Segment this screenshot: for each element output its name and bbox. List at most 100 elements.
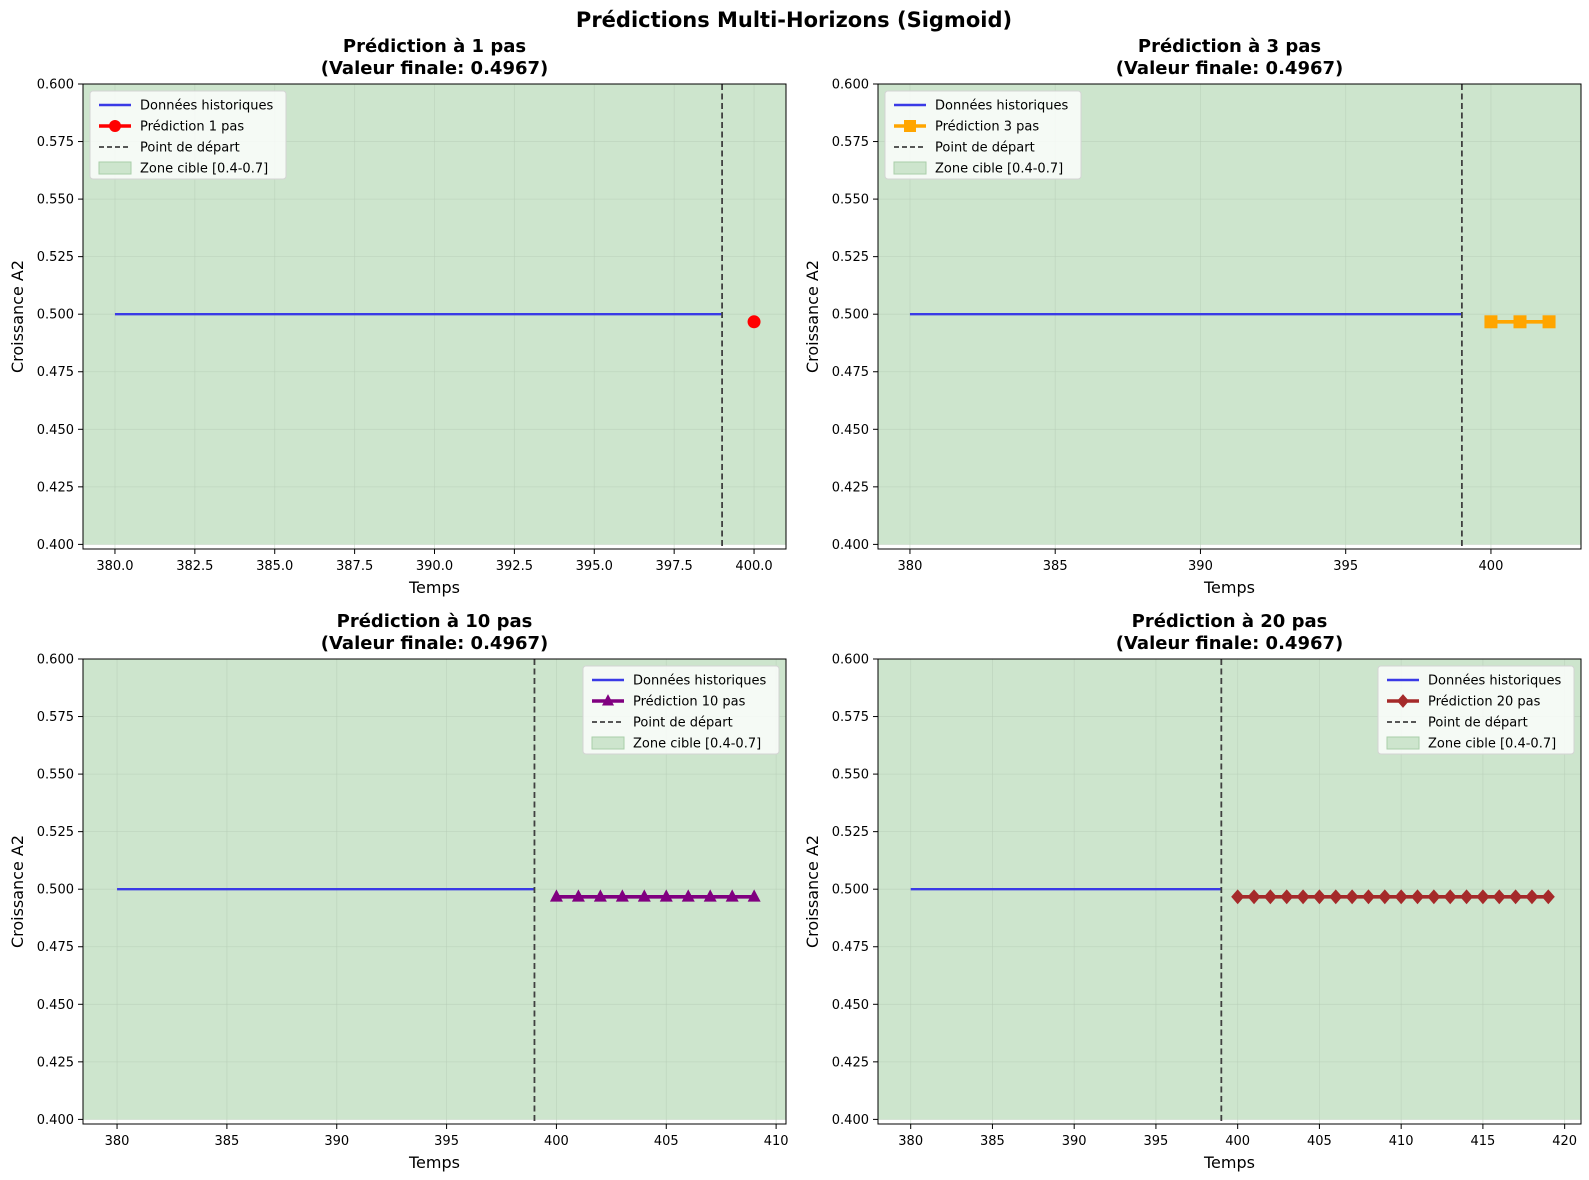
legend-label: Données historiques [140, 99, 273, 114]
prediction-markers [1484, 315, 1556, 329]
x-tick-label: 385 [1043, 559, 1068, 574]
prediction-markers [1231, 889, 1555, 905]
prediction-point [1492, 889, 1506, 905]
x-tick-label: 392.5 [496, 559, 533, 574]
chart-title: Prédiction à 10 pas [337, 611, 533, 632]
prediction-point [1411, 889, 1425, 905]
prediction-point [637, 889, 651, 902]
prediction-point [1247, 889, 1261, 905]
y-tick-label: 0.600 [832, 653, 869, 668]
y-tick-label: 0.450 [37, 423, 74, 438]
prediction-point [1541, 889, 1555, 905]
legend-zone-handle [98, 161, 132, 175]
y-tick-label: 0.600 [832, 78, 869, 93]
x-tick-label: 410 [1389, 1134, 1414, 1149]
y-tick-label: 0.575 [37, 710, 74, 725]
x-tick-label: 387.5 [336, 559, 373, 574]
x-tick-label: 395 [434, 1134, 459, 1149]
legend-label: Point de départ [935, 141, 1035, 156]
x-tick-label: 380 [898, 1134, 923, 1149]
y-tick-label: 0.525 [37, 250, 74, 265]
legend-label: Zone cible [0.4-0.7] [1428, 737, 1556, 752]
prediction-point [747, 889, 761, 902]
legend-label: Données historiques [935, 99, 1068, 114]
legend: Données historiques Prédiction 20 pas Poin… [1377, 665, 1575, 755]
x-tick-label: 395.0 [576, 559, 613, 574]
chart-title: Prédiction à 3 pas [1138, 36, 1321, 57]
prediction-point [1312, 889, 1326, 905]
prediction-point [1329, 889, 1343, 905]
y-axis-label: Croissance A2 [8, 835, 27, 948]
x-axis-label: Temps [1203, 1153, 1255, 1172]
x-axis-label: Temps [1203, 578, 1255, 597]
y-tick-label: 0.400 [832, 1113, 869, 1128]
chart-title: Prédiction à 1 pas [343, 36, 526, 57]
x-tick-label: 405 [654, 1134, 679, 1149]
x-tick-label: 410 [764, 1134, 789, 1149]
prediction-point [571, 889, 585, 902]
y-tick-label: 0.425 [37, 1055, 74, 1070]
prediction-point [725, 889, 739, 902]
legend-zone-handle [893, 161, 927, 175]
legend-prediction-marker [109, 120, 121, 132]
prediction-point [703, 889, 717, 902]
y-tick-label: 0.500 [37, 883, 74, 898]
chart-panel-2: 380 385 390 395 400 0.400 0.425 0.450 0.475 0.500… [803, 36, 1582, 597]
x-tick-label: 405 [1307, 1134, 1332, 1149]
legend: Données historiques Prédiction 3 pas Point… [884, 90, 1082, 180]
legend-zone-handle [591, 736, 625, 750]
legend-label: Données historiques [633, 674, 766, 689]
chart-panel-3: 380 385 390 395 400 405 410 0.400 0.425 0.450 0.47… [8, 611, 789, 1172]
y-tick-label: 0.475 [37, 940, 74, 955]
y-tick-label: 0.475 [832, 940, 869, 955]
chart-title: Prédiction à 20 pas [1132, 611, 1328, 632]
x-tick-label: 390 [1188, 559, 1213, 574]
chart-subtitle: (Valeur finale: 0.4967) [321, 58, 549, 79]
x-tick-label: 390 [324, 1134, 349, 1149]
chart-subtitle: (Valeur finale: 0.4967) [1116, 58, 1344, 79]
legend-box [884, 90, 1082, 180]
y-axis-label: Croissance A2 [803, 835, 822, 948]
x-tick-label: 395 [1144, 1134, 1169, 1149]
y-tick-label: 0.550 [37, 193, 74, 208]
legend-label: Prédiction 1 pas [140, 120, 244, 135]
legend-box [582, 665, 780, 755]
legend-label: Prédiction 3 pas [935, 120, 1039, 135]
chart-subtitle: (Valeur finale: 0.4967) [1116, 633, 1344, 654]
y-tick-label: 0.475 [37, 365, 74, 380]
legend: Données historiques Prédiction 10 pas Poin… [582, 665, 780, 755]
prediction-markers [549, 889, 761, 902]
prediction-point [615, 889, 629, 902]
prediction-point [1231, 889, 1245, 905]
legend-prediction-marker [904, 120, 916, 132]
y-tick-label: 0.425 [832, 1055, 869, 1070]
legend-prediction-marker [1397, 694, 1409, 708]
y-tick-label: 0.550 [37, 768, 74, 783]
axes-frame [82, 658, 787, 1125]
x-tick-label: 380.0 [96, 559, 133, 574]
prediction-point [1513, 315, 1527, 329]
y-tick-label: 0.575 [37, 135, 74, 150]
legend-label: Point de départ [633, 716, 733, 731]
legend-zone-handle [1386, 736, 1420, 750]
y-tick-label: 0.450 [37, 998, 74, 1013]
legend-label: Prédiction 20 pas [1428, 695, 1541, 710]
y-tick-label: 0.525 [832, 825, 869, 840]
panels: 380.0 382.5 385.0 387.5 390.0 392.5 395.0 397.5… [8, 36, 1582, 1172]
y-tick-label: 0.550 [832, 193, 869, 208]
y-tick-label: 0.400 [832, 538, 869, 553]
prediction-point [1476, 889, 1490, 905]
x-tick-label: 400 [1479, 559, 1504, 574]
prediction-point [1263, 889, 1277, 905]
prediction-point [1525, 889, 1539, 905]
legend-label: Zone cible [0.4-0.7] [633, 737, 761, 752]
prediction-point [1280, 889, 1294, 905]
x-tick-label: 420 [1552, 1134, 1577, 1149]
prediction-point [1509, 889, 1523, 905]
x-tick-label: 380 [898, 559, 923, 574]
x-tick-label: 390 [1062, 1134, 1087, 1149]
x-tick-label: 400.0 [735, 559, 772, 574]
x-tick-label: 385.0 [256, 559, 293, 574]
y-tick-label: 0.600 [37, 78, 74, 93]
chart-panel-1: 380.0 382.5 385.0 387.5 390.0 392.5 395.0 397.5… [8, 36, 787, 597]
